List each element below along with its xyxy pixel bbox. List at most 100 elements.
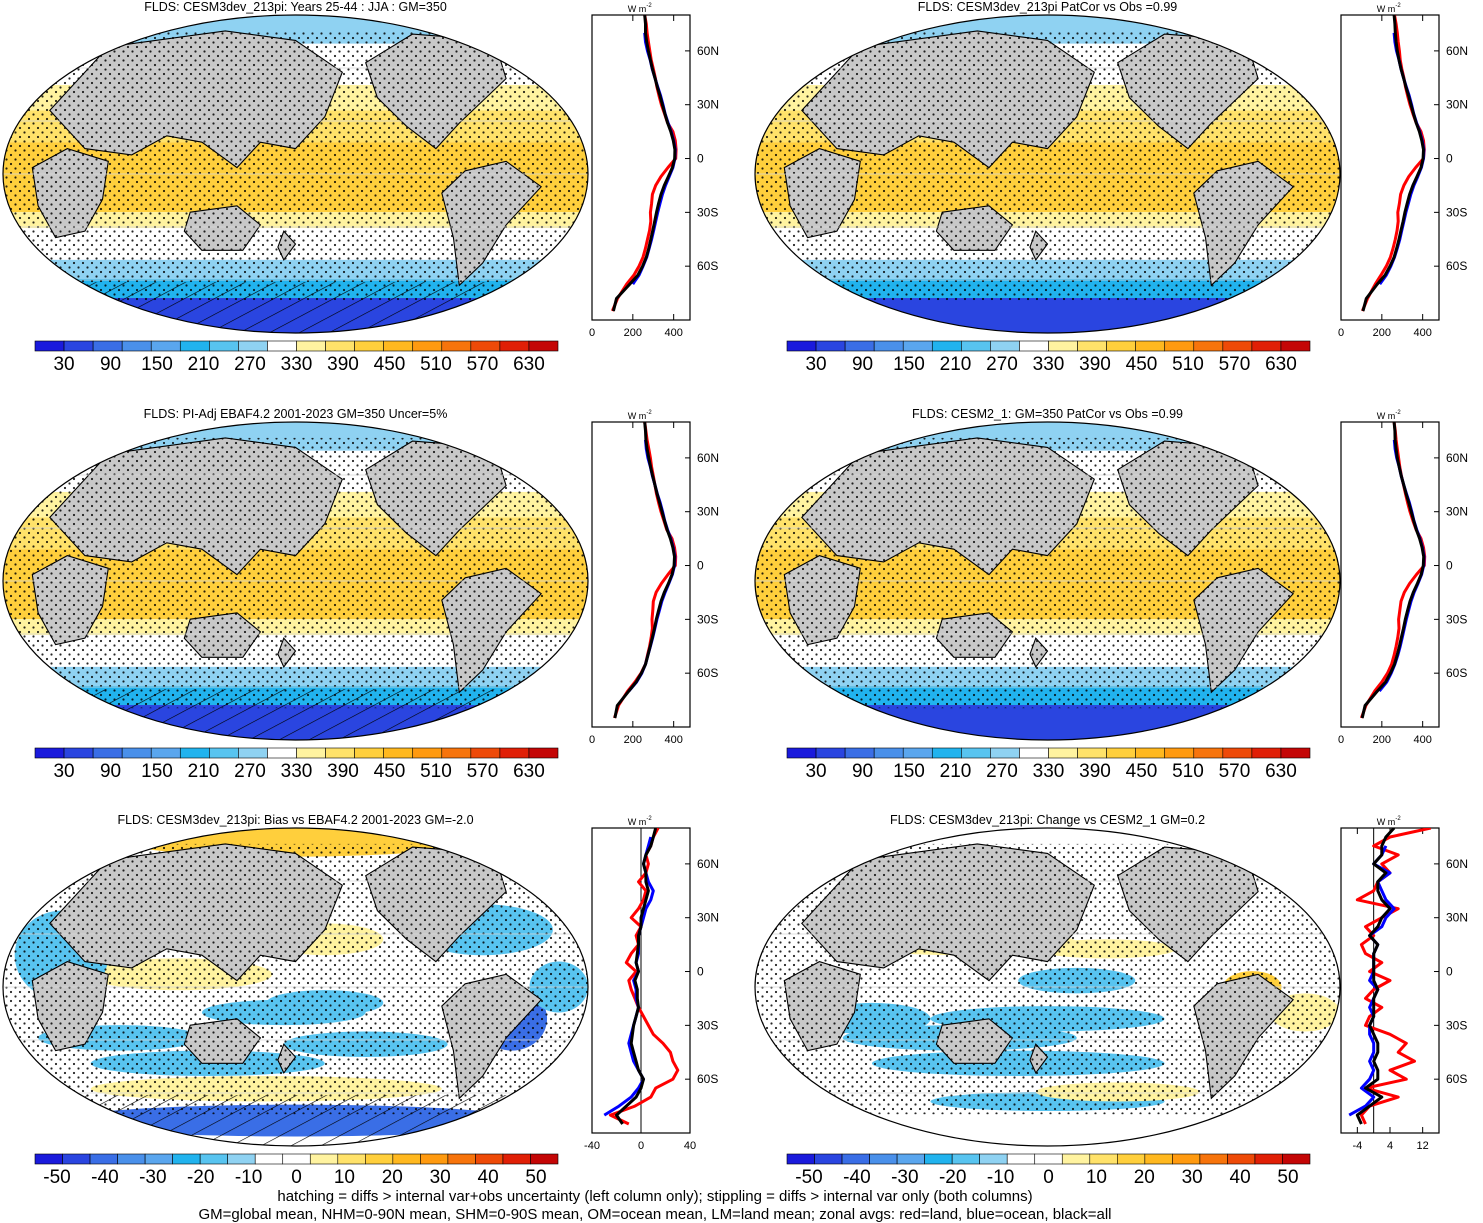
colorbar-swatch	[979, 1153, 1008, 1165]
continent	[487, 430, 560, 468]
continent	[1239, 836, 1312, 874]
colorbar-swatch	[412, 340, 443, 352]
colorbar-swatch	[150, 747, 181, 759]
footnote-hatching: hatching = diffs > internal var+obs unce…	[277, 1188, 1033, 1205]
colorbar-swatch	[528, 747, 559, 759]
map-title: FLDS: CESM3dev_213pi: Years 25-44 : JJA …	[144, 0, 447, 14]
map-panel: FLDS: CESM3dev_213pi PatCor vs Obs =0.99…	[754, 0, 1341, 375]
colorbar-label: -20	[187, 1167, 214, 1188]
colorbar-swatch	[63, 340, 94, 352]
colorbar-swatch	[475, 1153, 504, 1165]
colorbar-swatch	[924, 1153, 953, 1165]
profile-frame	[1340, 14, 1440, 321]
colorbar-swatch	[896, 1153, 925, 1165]
colorbar-label: 270	[986, 354, 1018, 375]
colorbar-swatch	[841, 1153, 870, 1165]
colorbar-label: 40	[478, 1167, 499, 1188]
colorbar-label: 150	[893, 354, 925, 375]
colorbar-label: 270	[234, 354, 266, 375]
series-line-all	[611, 15, 677, 312]
colorbar-label: 30	[1182, 1167, 1203, 1188]
colorbar-swatch	[179, 747, 210, 759]
x-tick-label: 200	[1373, 734, 1391, 746]
y-tick-label: 30N	[697, 911, 719, 925]
y-tick-label: 0	[697, 965, 704, 979]
y-tick-label: 0	[697, 152, 704, 166]
colorbar-swatch	[62, 1153, 91, 1165]
colorbar-label: 570	[467, 761, 499, 782]
colorbar-label: -50	[795, 1167, 822, 1188]
y-tick-label: 30S	[1446, 1018, 1467, 1032]
colorbar-swatch	[1280, 340, 1311, 352]
colorbar-label: 30	[805, 354, 826, 375]
colorbar-swatch	[844, 747, 875, 759]
colorbar-swatch	[990, 340, 1020, 352]
map-frame	[754, 421, 1341, 741]
unit-exponent: -2	[1395, 3, 1401, 9]
colorbar-swatch	[199, 1153, 228, 1165]
colorbar-swatch	[1164, 747, 1195, 759]
x-tick-label: 0	[589, 327, 595, 339]
colorbar-swatch	[814, 1153, 843, 1165]
colorbar-label: 570	[467, 354, 499, 375]
colorbar-swatch	[786, 1153, 815, 1165]
colorbar-swatch	[150, 340, 181, 352]
colorbar-label: 510	[1172, 761, 1204, 782]
colorbar-label: 390	[1079, 761, 1111, 782]
x-tick-label: 400	[1413, 327, 1431, 339]
series-line-all	[615, 828, 658, 1125]
colorbar-label: 570	[1219, 354, 1251, 375]
map-panel: FLDS: CESM3dev_213pi: Change vs CESM2_1 …	[754, 813, 1341, 1188]
y-tick-label: 60S	[697, 666, 718, 680]
x-tick-label: -4	[1352, 1140, 1362, 1152]
colorbar-swatch	[354, 747, 384, 759]
y-tick-label: 30N	[1446, 911, 1468, 925]
y-tick-label: 30S	[697, 612, 718, 626]
colorbar-label: 210	[940, 354, 972, 375]
y-tick-label: 30S	[1446, 612, 1467, 626]
colorbar-label: -30	[891, 1167, 918, 1188]
colorbar-label: -10	[235, 1167, 262, 1188]
colorbar-swatch	[296, 747, 326, 759]
x-tick-label: 0	[1338, 327, 1344, 339]
colorbar-label: -40	[843, 1167, 870, 1188]
colorbar-swatch	[34, 340, 65, 352]
colorbar-swatch	[144, 1153, 173, 1165]
stippling-overlay	[755, 30, 1340, 302]
stippling-overlay	[3, 843, 588, 1115]
series-line-land	[613, 422, 678, 719]
colorbar-swatch	[499, 340, 530, 352]
y-tick-label: 60N	[697, 451, 719, 465]
unit-exponent: -2	[646, 816, 652, 822]
continent	[1239, 430, 1312, 468]
stippling-overlay	[3, 437, 588, 709]
series-line-land	[1359, 422, 1427, 719]
colorbar-label: 90	[100, 354, 121, 375]
colorbar-label: 210	[188, 761, 220, 782]
series-line-all	[613, 422, 676, 719]
y-tick-label: 60S	[697, 1072, 718, 1086]
y-tick-label: 60S	[1446, 1072, 1467, 1086]
zonal-profile-panel: W m -2 60N 30N 0 30S 60S 0 200 400	[589, 3, 719, 339]
colorbar-label: 90	[100, 761, 121, 782]
colorbar-swatch	[392, 1153, 421, 1165]
colorbar-swatch	[1106, 747, 1136, 759]
colorbar-label: 630	[1265, 761, 1297, 782]
colorbar-label: 0	[1043, 1167, 1054, 1188]
x-tick-label: 400	[664, 734, 682, 746]
unit-exponent: -2	[646, 3, 652, 9]
colorbar-label: 510	[420, 761, 452, 782]
colorbar-label: 390	[327, 354, 359, 375]
colorbar-swatch	[89, 1153, 118, 1165]
x-tick-label: 12	[1417, 1140, 1429, 1152]
zonal-profile-panel: W m -2 60N 30N 0 30S 60S 0 200 400	[1338, 410, 1468, 746]
y-tick-label: 30N	[1446, 505, 1468, 519]
stippling-overlay	[755, 843, 1340, 1115]
colorbar-swatch	[1144, 1153, 1173, 1165]
series-line-all	[1360, 422, 1426, 719]
zonal-profile-panel: W m -2 60N 30N 0 30S 60S 0 200 400	[589, 410, 719, 746]
x-tick-label: 200	[624, 327, 642, 339]
map-frame	[2, 421, 589, 741]
y-tick-label: 30N	[697, 98, 719, 112]
colorbar-label: 150	[893, 761, 925, 782]
